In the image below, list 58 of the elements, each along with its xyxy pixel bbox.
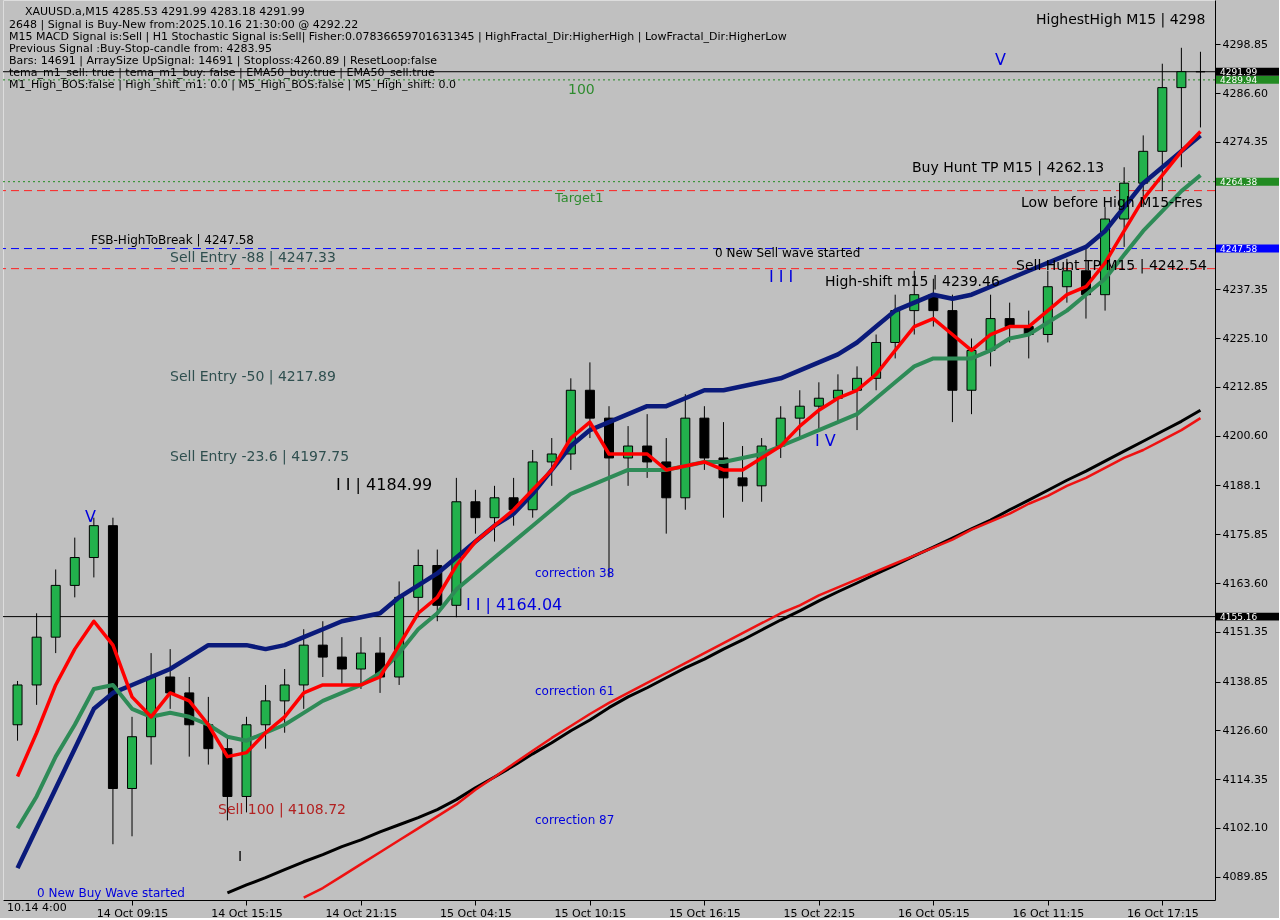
annotation: 0 New Buy Wave started: [37, 886, 185, 900]
ref-line-label: 4247.58: [1220, 243, 1258, 254]
y-tick-label: 4175.85: [1222, 527, 1268, 541]
x-tick-label: 14 Oct 09:15: [96, 906, 169, 920]
text: 10.14 4:00: [7, 901, 67, 914]
x-tick-label: 15 Oct 16:15: [669, 906, 741, 920]
y-tick-label: 4274.35: [1222, 135, 1268, 149]
x-tick-label: 14 Oct 15:15: [211, 906, 283, 920]
x-tick-label: 16 Oct 11:15: [1012, 906, 1085, 920]
ref-line-label: 4289.94: [1220, 74, 1258, 85]
annotation: M15 MACD Signal is:Sell | H1 Stochastic Signal is:Sell| Fisher:0.07836659701631345 | HighFractal_Dir:HigherHigh | LowFractal_Dir:HigherLow: [9, 30, 787, 43]
x-tick-label: 15 Oct 04:15: [440, 906, 512, 920]
y-tick-label: 4163.60: [1222, 576, 1268, 590]
annotation: I V: [815, 431, 836, 450]
annotation: Previous Signal :Buy-Stop-candle from: 4283.95: [9, 42, 273, 55]
x-tick-label: 16 Oct 17:15: [1126, 906, 1199, 920]
y-tick-label: 4200.60: [1222, 429, 1268, 443]
y-tick-label: 4089.85: [1222, 870, 1268, 884]
annotation: 0 New Sell wave started: [715, 246, 861, 260]
annotation: FSB-HighToBreak | 4247.58: [91, 233, 254, 247]
annotation: Target1: [554, 190, 604, 205]
y-tick-label: 4138.85: [1222, 675, 1268, 689]
annotation: 100: [568, 81, 595, 97]
annotation: correction 38: [535, 566, 615, 580]
x-tick-label: 15 Oct 22:15: [783, 906, 856, 920]
y-tick-label: 4286.60: [1222, 86, 1268, 100]
annotation: I I | 4164.04: [466, 595, 563, 614]
x-tick-label: 16 Oct 05:15: [897, 906, 970, 920]
ref-line-label: 4291.99: [1220, 66, 1258, 77]
annotation: 2648 | Signal is Buy-New from:2025.10.16 21:30:00 @ 4292.22: [9, 18, 359, 31]
y-tick-label: 4102.10: [1222, 821, 1268, 835]
y-tick-label: 4126.60: [1222, 723, 1268, 737]
annotation: I: [238, 848, 243, 864]
x-tick-label: 15 Oct 10:15: [554, 906, 627, 920]
annotation: XAUUSD.a,M15 4285.53 4291.99 4283.18 4291.99: [25, 5, 305, 18]
x-tick-label: 14 Oct 21:15: [325, 906, 398, 920]
ref-line-label: 4264.38: [1220, 176, 1258, 187]
y-tick-label: 4114.35: [1222, 772, 1268, 786]
annotation: V: [995, 50, 1006, 69]
y-tick-label: 4188.1: [1222, 478, 1261, 492]
annotation: V: [85, 507, 96, 526]
annotation: I I | 4184.99: [336, 475, 433, 494]
y-tick-label: 4225.10: [1222, 331, 1268, 345]
annotation: correction 87: [535, 813, 615, 827]
ref-line-label: 4155.16: [1220, 611, 1258, 622]
annotation: M1_High_BOS:false | High_shift_m1: 0.0 | M5_High_BOS:false | M5_High_shift: 0.0: [9, 78, 457, 91]
annotation: HighestHigh M15 | 4298: [1036, 11, 1206, 28]
y-tick-label: 4298.85: [1222, 37, 1268, 51]
y-tick-label: 4212.85: [1222, 380, 1268, 394]
y-tick-label: 4151.35: [1222, 625, 1268, 639]
y-tick-label: 4237.35: [1222, 282, 1268, 296]
annotation: Buy Hunt TP M15 | 4262.13: [912, 159, 1105, 176]
annotation: Sell Entry -50 | 4217.89: [170, 368, 336, 385]
annotation: correction 61: [535, 684, 615, 698]
annotation: Bars: 14691 | ArraySize UpSignal: 14691 | Stoploss:4260.89 | ResetLoop:false: [9, 54, 438, 67]
annotation: I I I: [769, 267, 794, 286]
annotation: Sell Entry -88 | 4247.33: [170, 249, 336, 266]
annotation: Sell Entry -23.6 | 4197.75: [170, 448, 350, 465]
